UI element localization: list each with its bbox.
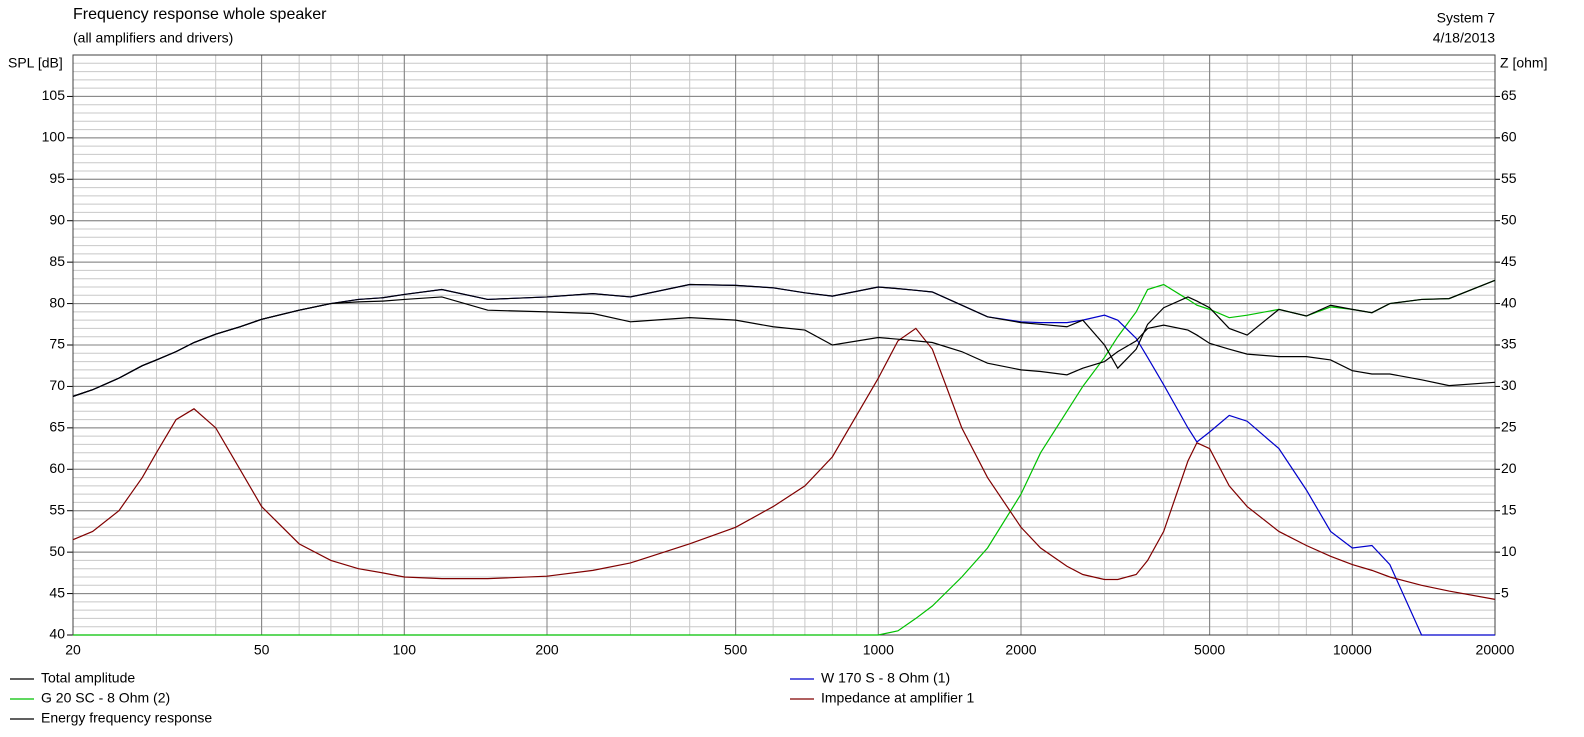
y-tick-label: 60 (49, 460, 65, 476)
x-tick-label: 1000 (863, 642, 894, 658)
y-tick-label: 45 (49, 584, 65, 600)
x-tick-label: 20 (65, 642, 81, 658)
y-tick-label: 100 (42, 129, 66, 145)
y2-tick-label: 15 (1501, 501, 1517, 517)
y2-tick-label: 20 (1501, 460, 1517, 476)
x-tick-label: 500 (724, 642, 748, 658)
y2-tick-label: 35 (1501, 336, 1517, 352)
x-tick-label: 5000 (1194, 642, 1225, 658)
y-tick-label: 70 (49, 377, 65, 393)
legend-label: Energy frequency response (41, 710, 212, 726)
chart-title: Frequency response whole speaker (73, 6, 327, 23)
legend-label: Total amplitude (41, 670, 135, 686)
y2-tick-label: 40 (1501, 294, 1517, 310)
y2-axis-label: Z [ohm] (1500, 55, 1547, 71)
legend-label: Impedance at amplifier 1 (821, 690, 975, 706)
y-tick-label: 75 (49, 336, 65, 352)
y-tick-label: 50 (49, 543, 65, 559)
y2-tick-label: 50 (1501, 211, 1517, 227)
x-tick-label: 10000 (1333, 642, 1372, 658)
y-tick-label: 65 (49, 419, 65, 435)
y2-tick-label: 65 (1501, 87, 1517, 103)
y-tick-label: 85 (49, 253, 65, 269)
series-line (72, 279, 1496, 397)
series-line (73, 279, 1496, 636)
x-tick-label: 2000 (1005, 642, 1036, 658)
y-tick-label: 95 (49, 170, 65, 186)
x-tick-label: 50 (254, 642, 270, 658)
system-label: System 7 (1437, 10, 1496, 26)
y2-tick-label: 10 (1501, 543, 1517, 559)
y2-tick-label: 5 (1501, 584, 1509, 600)
legend-label: G 20 SC - 8 Ohm (2) (41, 690, 170, 706)
y-tick-label: 80 (49, 294, 65, 310)
y2-tick-label: 25 (1501, 419, 1517, 435)
x-tick-label: 100 (393, 642, 417, 658)
series-line (72, 327, 1496, 600)
x-tick-label: 20000 (1476, 642, 1515, 658)
y-tick-label: 55 (49, 501, 65, 517)
y-tick-label: 40 (49, 626, 65, 642)
y-axis-label: SPL [dB] (8, 55, 63, 71)
chart-subtitle: (all amplifiers and drivers) (73, 30, 233, 46)
date-label: 4/18/2013 (1433, 30, 1495, 46)
y2-tick-label: 60 (1501, 129, 1517, 145)
legend-label: W 170 S - 8 Ohm (1) (821, 670, 950, 686)
y2-tick-label: 55 (1501, 170, 1517, 186)
x-tick-label: 200 (535, 642, 559, 658)
y2-tick-label: 45 (1501, 253, 1517, 269)
y-tick-label: 105 (42, 87, 66, 103)
y-tick-label: 90 (49, 211, 65, 227)
y2-tick-label: 30 (1501, 377, 1517, 393)
